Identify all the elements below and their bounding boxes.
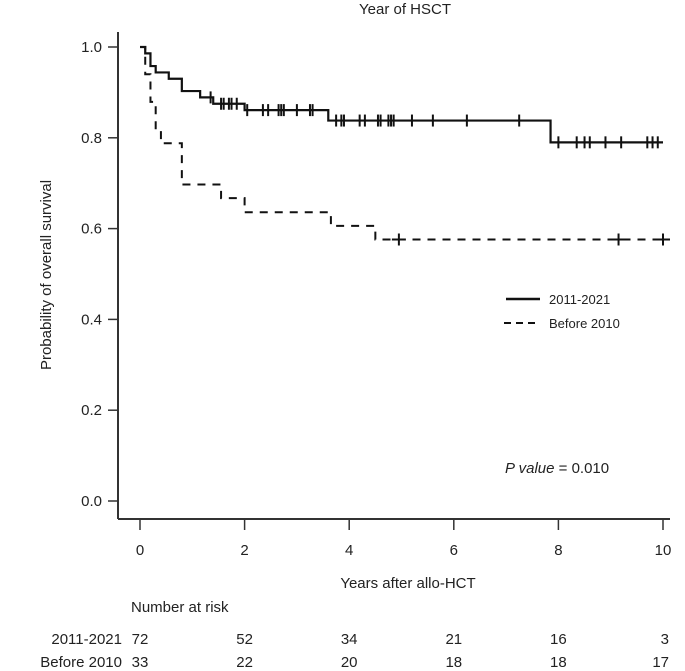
risk-row-label: Before 2010 — [40, 654, 122, 671]
y-tick-label: 0.4 — [81, 311, 102, 328]
legend-label-2: Before 2010 — [549, 316, 620, 331]
x-tick-label: 10 — [655, 542, 672, 559]
x-axis: 0 2 4 6 8 10 — [118, 518, 672, 559]
x-tick-label: 8 — [554, 542, 562, 559]
risk-row-label: 2011-2021 — [51, 631, 122, 648]
y-tick-label: 0.6 — [81, 221, 102, 238]
y-axis-label: Probability of overall survival — [38, 180, 55, 370]
x-tick-label: 2 — [240, 542, 248, 559]
p-value-text: = 0.010 — [554, 460, 609, 477]
y-tick-label: 1.0 — [81, 39, 102, 56]
risk-value: 3 — [661, 631, 669, 648]
p-value-label: P value — [505, 460, 554, 477]
y-tick-label: 0.2 — [81, 402, 102, 419]
risk-value: 16 — [550, 631, 567, 648]
x-axis-label: Years after allo-HCT — [340, 575, 475, 592]
x-tick-label: 4 — [345, 542, 353, 559]
risk-value: 33 — [132, 654, 149, 671]
x-tick-label: 6 — [450, 542, 458, 559]
y-tick-label: 0.0 — [81, 493, 102, 510]
risk-value: 21 — [445, 631, 462, 648]
legend-label-1: 2011-2021 — [549, 292, 610, 307]
risk-value: 22 — [236, 654, 253, 671]
risk-value: 18 — [445, 654, 462, 671]
risk-value: 72 — [132, 631, 149, 648]
risk-value: 18 — [550, 654, 567, 671]
risk-table: 2011-2021 72 52 34 21 16 3 Before 2010 33 22 20 18 1… — [40, 631, 669, 671]
y-tick-label: 0.8 — [81, 130, 102, 147]
y-axis: 0.0 0.2 0.4 0.6 0.8 1.0 — [81, 32, 119, 519]
series-line-before-2010 — [140, 46, 663, 241]
risk-value: 17 — [652, 654, 669, 671]
x-tick-label: 0 — [136, 542, 144, 559]
risk-table-title: Number at risk — [131, 599, 229, 616]
series-layer — [140, 45, 670, 246]
p-value-annotation: P value = 0.010 — [505, 460, 609, 477]
chart-title: Year of HSCT — [359, 1, 451, 18]
series-line-2011-2021 — [140, 45, 663, 144]
risk-value: 34 — [341, 631, 358, 648]
risk-value: 20 — [341, 654, 358, 671]
risk-value: 52 — [236, 631, 253, 648]
legend: 2011-2021 Before 2010 — [504, 292, 620, 331]
